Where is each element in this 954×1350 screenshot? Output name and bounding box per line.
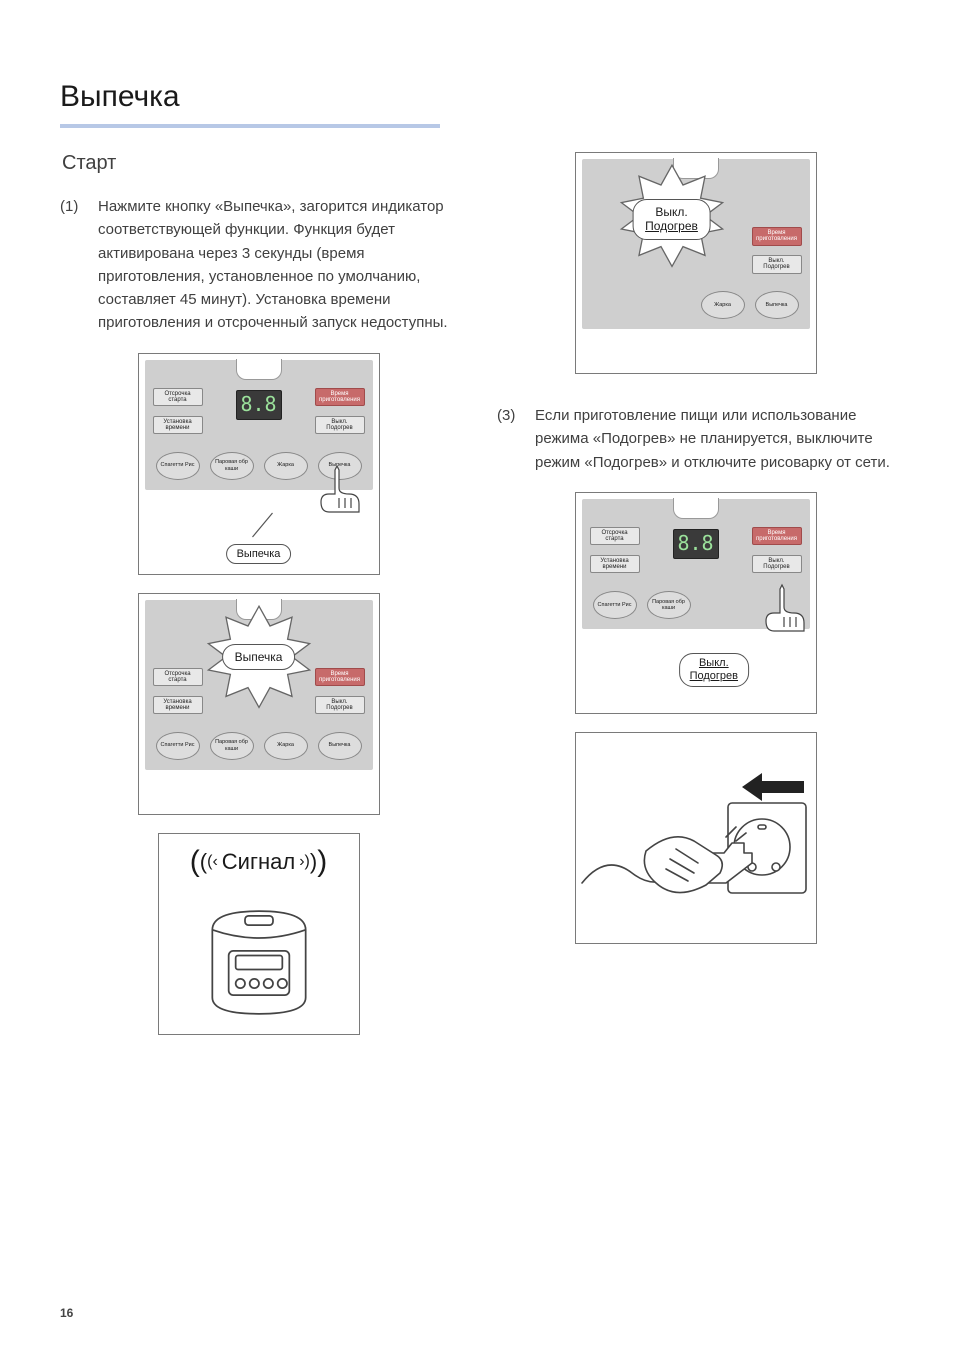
- btn-cook-time: Время приготовления: [752, 227, 802, 246]
- mode-oval: Паровая обр каши: [210, 732, 254, 760]
- page-number: 16: [60, 1306, 73, 1320]
- sun-label-vypechka: Выпечка: [222, 644, 296, 670]
- btn-off-warm: Выкл. Подогрев: [315, 416, 365, 435]
- figure-sun-vypechka: Отсрочка старта Установка времени Время …: [138, 593, 380, 815]
- callout-line-icon: [248, 509, 278, 539]
- label-podogrev: Подогрев: [645, 219, 698, 233]
- figure-sun-off-warm: Время приготовления Выкл. Подогрев Жарка…: [575, 152, 817, 374]
- step-3-text: Если приготовление пищи или использовани…: [535, 404, 894, 474]
- mode-oval: Выпечка: [755, 291, 799, 319]
- step-1-num: (1): [60, 195, 88, 335]
- btn-cook-time: Время приготовления: [315, 388, 365, 407]
- btn-off-warm: Выкл. Подогрев: [752, 255, 802, 274]
- figure-signal: ( ( (‹ Сигнал ›) ) ): [158, 833, 360, 1035]
- cooker-icon: [189, 894, 329, 1024]
- mode-oval: Спагетти Рис: [593, 591, 637, 619]
- figure-press-off-warm: Отсрочка старта Установка времени Время …: [575, 492, 817, 714]
- title-rule: [60, 124, 440, 128]
- mode-oval: Паровая обр каши: [647, 591, 691, 619]
- mode-oval: Выпечка: [318, 732, 362, 760]
- step-3-num: (3): [497, 404, 525, 474]
- sun-label-off-warm: Выкл. Подогрев: [632, 199, 711, 240]
- label-vykl: Выкл.: [655, 205, 687, 219]
- section-title: Старт: [62, 152, 457, 175]
- btn-set-time: Установка времени: [153, 416, 203, 435]
- right-column: Время приготовления Выкл. Подогрев Жарка…: [497, 152, 894, 1053]
- mode-oval: Паровая обр каши: [210, 452, 254, 480]
- mode-oval: Жарка: [264, 732, 308, 760]
- page-title: Выпечка: [60, 80, 894, 114]
- hand-icon: [315, 464, 365, 514]
- label-podogrev: Подогрев: [690, 670, 738, 682]
- mode-oval: Спагетти Рис: [156, 732, 200, 760]
- callout-vypechka: Выпечка: [226, 544, 292, 564]
- signal-label: Сигнал: [222, 849, 295, 875]
- left-column: Старт (1) Нажмите кнопку «Выпечка», заго…: [60, 152, 457, 1053]
- btn-set-time: Установка времени: [153, 696, 203, 715]
- btn-cook-time: Время приготовления: [752, 527, 802, 546]
- step-1-text: Нажмите кнопку «Выпечка», загорится инди…: [98, 195, 457, 335]
- hand-icon: [760, 583, 810, 633]
- display-88: 8.8: [236, 390, 282, 420]
- btn-cook-time: Время приготовления: [315, 668, 365, 687]
- btn-off-warm: Выкл. Подогрев: [752, 555, 802, 574]
- unplug-icon: [576, 733, 816, 943]
- btn-set-time: Установка времени: [590, 555, 640, 574]
- display-88: 8.8: [673, 529, 719, 559]
- btn-delay-start: Отсрочка старта: [153, 668, 203, 687]
- mode-oval: Жарка: [701, 291, 745, 319]
- btn-off-warm: Выкл. Подогрев: [315, 696, 365, 715]
- mode-oval: Жарка: [264, 452, 308, 480]
- btn-delay-start: Отсрочка старта: [590, 527, 640, 546]
- label-vykl: Выкл.: [699, 657, 729, 669]
- figure-press-vypechka: Отсрочка старта Установка времени Время …: [138, 353, 380, 575]
- callout-off-warm: Выкл. Подогрев: [679, 653, 749, 686]
- step-1: (1) Нажмите кнопку «Выпечка», загорится …: [60, 195, 457, 335]
- figure-unplug: [575, 732, 817, 944]
- step-3: (3) Если приготовление пищи или использо…: [497, 404, 894, 474]
- btn-delay-start: Отсрочка старта: [153, 388, 203, 407]
- mode-oval: Спагетти Рис: [156, 452, 200, 480]
